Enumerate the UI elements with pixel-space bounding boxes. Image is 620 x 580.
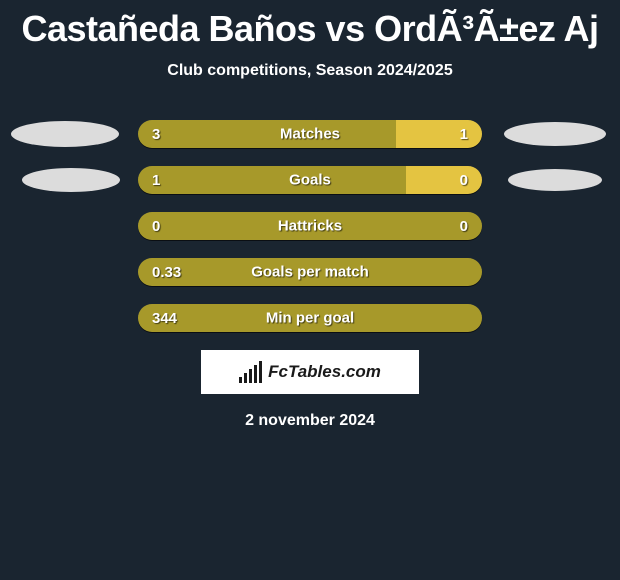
- stats-content: 3 1 Matches 1 0 Goals 0 0 Hattricks: [0, 120, 620, 332]
- left-avatar-ellipse: [22, 168, 120, 192]
- left-avatar-wrap: [10, 121, 120, 147]
- stat-label: Goals: [289, 172, 331, 189]
- stat-row-goals: 1 0 Goals: [10, 166, 610, 194]
- left-avatar-ellipse: [11, 121, 119, 147]
- stat-bar: 0 0 Hattricks: [138, 212, 482, 240]
- date-text: 2 november 2024: [0, 412, 620, 430]
- stat-label: Matches: [280, 126, 340, 143]
- stat-bar: 0.33 Goals per match: [138, 258, 482, 286]
- stat-bar: 344 Min per goal: [138, 304, 482, 332]
- bar-left-seg: 3: [138, 120, 396, 148]
- right-avatar-ellipse: [504, 122, 606, 146]
- logo-icon: [239, 361, 262, 383]
- bar-left-seg: 1: [138, 166, 406, 194]
- stat-row-hattricks: 0 0 Hattricks: [10, 212, 610, 240]
- stat-row-mpg: 344 Min per goal: [10, 304, 610, 332]
- right-avatar-wrap: [500, 169, 610, 191]
- left-value: 1: [152, 172, 160, 189]
- left-value: 3: [152, 126, 160, 143]
- stat-label: Hattricks: [278, 218, 342, 235]
- logo-text: FcTables.com: [268, 362, 381, 382]
- stat-bar: 1 0 Goals: [138, 166, 482, 194]
- stat-label: Min per goal: [266, 310, 354, 327]
- right-value: 0: [460, 218, 468, 235]
- right-value: 1: [460, 126, 468, 143]
- right-avatar-wrap: [500, 122, 610, 146]
- left-value: 344: [152, 310, 177, 327]
- bar-right-seg: 0: [406, 166, 482, 194]
- stat-bar: 3 1 Matches: [138, 120, 482, 148]
- subtitle: Club competitions, Season 2024/2025: [0, 62, 620, 80]
- page-title: Castañeda Baños vs OrdÃ³Ã±ez Aj: [0, 0, 620, 50]
- left-value: 0.33: [152, 264, 181, 281]
- left-value: 0: [152, 218, 160, 235]
- stat-row-matches: 3 1 Matches: [10, 120, 610, 148]
- logo-box: FcTables.com: [201, 350, 419, 394]
- stat-row-gpm: 0.33 Goals per match: [10, 258, 610, 286]
- right-value: 0: [460, 172, 468, 189]
- left-avatar-wrap: [10, 168, 120, 192]
- bar-right-seg: 1: [396, 120, 482, 148]
- stat-label: Goals per match: [251, 264, 369, 281]
- right-avatar-ellipse: [508, 169, 602, 191]
